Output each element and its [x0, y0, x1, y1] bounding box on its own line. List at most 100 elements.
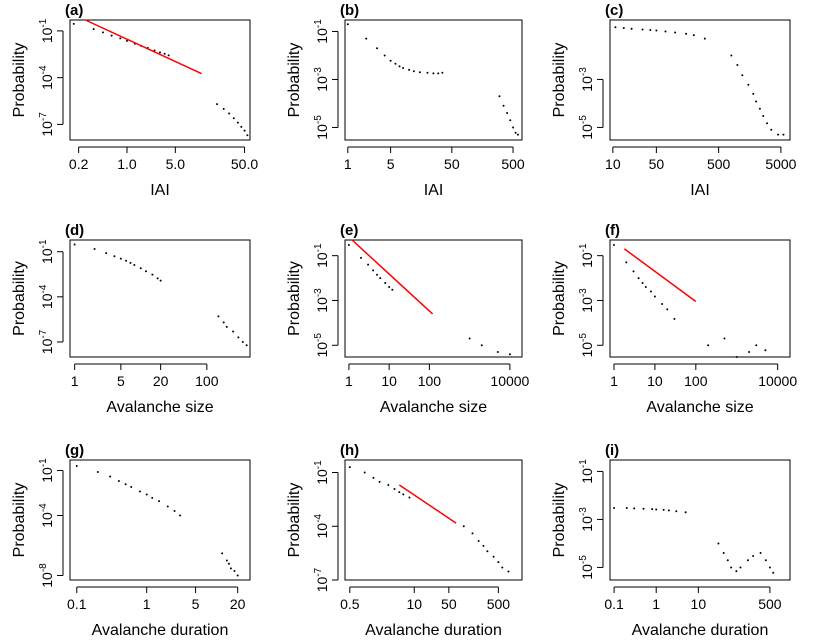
data-point — [653, 295, 656, 298]
data-point — [642, 507, 645, 510]
x-tick-label: 5.0 — [166, 156, 186, 172]
y-tick-label: 10-1 — [38, 18, 55, 43]
data-point — [432, 72, 435, 75]
panel-g: (g) 0.1 1 5 20 10-8 10-4 10-1 Avalanche duration… — [11, 442, 251, 639]
plot-frame — [344, 459, 523, 581]
x-axis-title: IAI — [424, 182, 444, 199]
panel-label: (e) — [340, 222, 358, 239]
data-point — [376, 273, 379, 276]
data-point — [221, 552, 224, 555]
data-point — [229, 567, 232, 570]
data-point — [222, 107, 225, 110]
data-point — [378, 480, 381, 483]
data-point — [747, 83, 750, 86]
data-point — [144, 270, 147, 273]
y-tick-label: 10-7 — [313, 567, 330, 592]
x-tick-label: 1 — [71, 373, 79, 389]
panel-label: (h) — [340, 442, 359, 459]
data-point — [506, 112, 509, 115]
data-point — [179, 514, 182, 517]
y-tick-label: 10-3 — [578, 507, 595, 532]
x-tick-label: 10 — [406, 596, 422, 612]
x-tick-label: 10000 — [490, 373, 529, 389]
data-point — [117, 479, 120, 482]
data-point — [726, 559, 729, 562]
data-point — [482, 544, 485, 547]
data-point — [241, 340, 244, 343]
y-tick-label: 10-3 — [313, 67, 330, 92]
data-point — [782, 133, 785, 136]
data-point — [379, 277, 382, 280]
x-tick-label: 100 — [195, 373, 219, 389]
data-point — [471, 532, 474, 535]
data-point — [755, 100, 758, 103]
x-axis-title: Avalanche duration — [365, 622, 502, 639]
data-point — [365, 37, 368, 40]
data-point — [630, 27, 633, 30]
y-tick-label: 10-5 — [578, 115, 595, 140]
data-point — [637, 277, 640, 280]
data-point — [426, 71, 429, 74]
data-point — [237, 336, 240, 339]
y-tick-label: 10-8 — [38, 563, 55, 588]
data-point — [770, 128, 773, 131]
panel-b: (b) 1 5 50 500 10-5 10-3 10-1 IAI Probability — [286, 2, 525, 199]
plot-frame — [609, 239, 791, 358]
data-point — [673, 317, 676, 320]
data-point — [124, 483, 127, 486]
x-tick-label: 10000 — [758, 373, 797, 389]
data-point — [389, 59, 392, 62]
data-point — [486, 550, 489, 553]
panel-d: (d) 1 5 20 100 10-7 10-4 10-1 Avalanche size Prob… — [11, 222, 251, 416]
x-tick-label: 0.1 — [604, 596, 624, 612]
plot-frame — [344, 239, 523, 358]
data-point — [387, 484, 390, 487]
x-tick-label: 0.1 — [67, 596, 87, 612]
data-point — [622, 26, 625, 29]
y-axis-title: Probability — [11, 483, 28, 558]
plot-frame — [609, 19, 791, 141]
data-point — [651, 508, 654, 511]
y-tick-label: 10-3 — [578, 67, 595, 92]
x-axis-title: Avalanche size — [646, 399, 753, 416]
plot-frame — [344, 19, 523, 141]
data-point — [644, 285, 647, 288]
data-point — [777, 133, 780, 136]
data-point — [232, 330, 235, 333]
data-point — [245, 344, 248, 347]
x-tick-label: 10 — [381, 373, 397, 389]
fit-line — [398, 484, 457, 524]
data-point — [509, 119, 512, 122]
data-point — [625, 261, 628, 264]
data-point — [496, 351, 499, 354]
data-point — [348, 466, 351, 469]
x-tick-label: 1 — [610, 373, 618, 389]
x-tick-label: 5 — [117, 373, 125, 389]
panel-label: (b) — [340, 2, 359, 19]
data-point — [666, 308, 669, 311]
panel-a: (a) 0.2 1.0 5.0 50.0 10-7 10-4 10-1 IAI Probabili… — [11, 2, 258, 199]
x-tick-label: 500 — [487, 596, 511, 612]
plot-frame — [609, 459, 791, 581]
y-tick-label: 10-1 — [578, 243, 595, 268]
data-point — [633, 507, 636, 510]
y-axis-title: Probability — [11, 43, 28, 118]
data-point — [480, 344, 483, 347]
y-tick-label: 10-1 — [38, 458, 55, 483]
data-point — [109, 475, 112, 478]
data-point — [393, 488, 396, 491]
data-point — [383, 54, 386, 57]
data-point — [372, 476, 375, 479]
x-tick-label: 1 — [344, 156, 352, 172]
data-point — [113, 255, 116, 258]
data-point — [398, 65, 401, 68]
y-tick-label: 10-5 — [313, 115, 330, 140]
x-tick-label: 50.0 — [231, 156, 258, 172]
data-point — [384, 282, 387, 285]
data-point — [508, 353, 511, 356]
data-point — [613, 507, 616, 509]
x-tick-label: 500 — [707, 156, 731, 172]
data-point — [119, 37, 122, 40]
data-point — [173, 509, 176, 512]
data-point — [772, 571, 775, 574]
